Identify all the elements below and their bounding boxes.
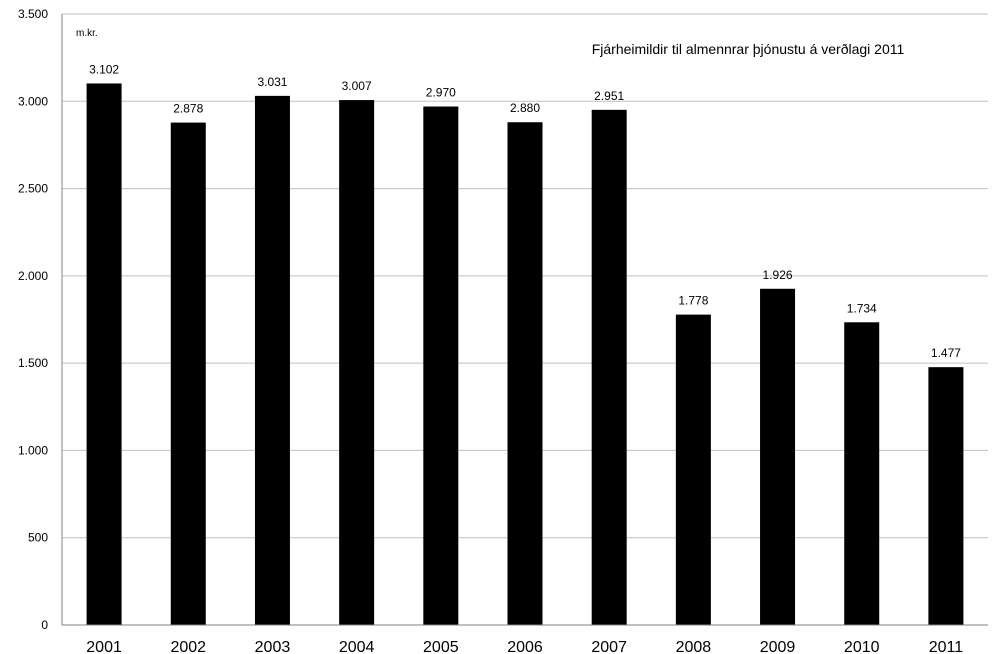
x-tick-label: 2008: [676, 639, 712, 654]
y-tick-label: 0: [41, 618, 48, 632]
data-label: 2.970: [426, 86, 456, 100]
x-tick-label: 2004: [339, 639, 375, 654]
y-tick-label: 2.500: [18, 182, 48, 196]
bar: [591, 109, 627, 625]
x-tick-label: 2003: [255, 639, 291, 654]
data-label: 1.734: [847, 301, 877, 315]
x-tick-label: 2005: [423, 639, 459, 654]
y-axis-tick-labels: 0 500 1.000 1.500 2.000 2.500 3.000 3.500: [18, 7, 48, 632]
x-tick-label: 2011: [929, 639, 964, 654]
x-tick-label: 2010: [844, 639, 880, 654]
bar: [339, 100, 375, 625]
bar: [928, 367, 964, 625]
x-tick-label: 2001: [86, 639, 122, 654]
bar: [170, 122, 206, 625]
data-label: 3.031: [257, 75, 287, 89]
x-tick-label: 2002: [170, 639, 206, 654]
bar: [675, 314, 711, 625]
y-tick-label: 2.000: [18, 269, 48, 283]
data-label: 1.477: [931, 346, 961, 360]
bar: [254, 95, 290, 625]
data-label: 3.102: [89, 62, 119, 76]
data-labels: 3.102 2.878 3.031 3.007 2.970 2.880 2.951 1.778…: [89, 62, 961, 360]
bar: [423, 106, 459, 626]
bar: [507, 122, 543, 625]
data-label: 2.880: [510, 101, 540, 115]
data-label: 2.878: [173, 102, 203, 116]
x-tick-label: 2009: [760, 639, 796, 654]
y-tick-label: 3.500: [18, 7, 48, 21]
bar: [760, 288, 796, 625]
chart-title: Fjárheimildir til almennrar þjónustu á v…: [592, 41, 905, 57]
x-tick-label: 2007: [591, 639, 627, 654]
x-tick-label: 2006: [507, 639, 543, 654]
y-axis-unit-label: m.kr.: [76, 28, 98, 39]
data-label: 3.007: [342, 79, 372, 93]
y-tick-label: 500: [28, 531, 48, 545]
bars: [86, 83, 964, 626]
y-tick-label: 1.500: [18, 356, 48, 370]
data-label: 2.951: [594, 89, 624, 103]
bar: [86, 83, 122, 625]
data-label: 1.926: [763, 268, 793, 282]
x-axis-tick-labels: 2001 2002 2003 2004 2005 2006 2007 2008 2009 2010…: [86, 639, 963, 654]
bar: [844, 322, 880, 625]
y-tick-label: 3.000: [18, 94, 48, 108]
data-label: 1.778: [678, 294, 708, 308]
y-tick-label: 1.000: [18, 443, 48, 457]
